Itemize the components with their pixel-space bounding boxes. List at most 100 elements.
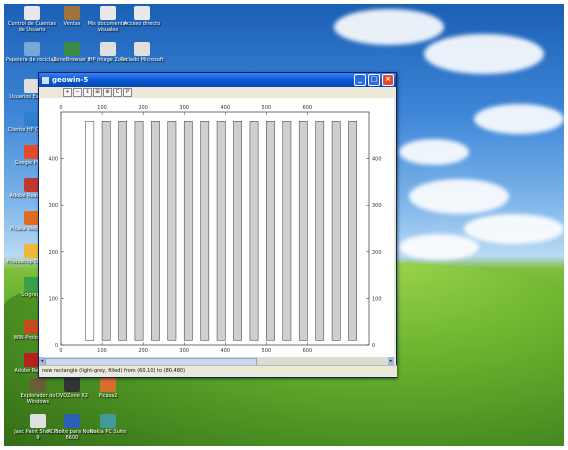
fit-button[interactable]: ↕ (83, 88, 92, 97)
bar (282, 121, 292, 341)
clear-button[interactable]: C (113, 88, 122, 97)
plot-area[interactable]: 0 0 100 100 200 200 300 300 400 400 500 500 600 600 0 0… (39, 98, 394, 357)
bar (315, 121, 325, 341)
desktop-icon-image (24, 211, 40, 225)
desktop-icon-image (24, 353, 40, 367)
maximize-button[interactable]: □ (368, 74, 380, 86)
cloud (474, 104, 564, 134)
desktop-icon-image (24, 112, 40, 126)
desktop-icon[interactable]: Acceso directo (116, 6, 168, 27)
desktop-icon-label: Control de Cuentas de Usuario (7, 21, 57, 33)
desktop-icon[interactable]: Jasc Paint Shop Pro 9 (12, 414, 64, 441)
y-tick-label-right: 200 (372, 250, 382, 256)
bar (298, 121, 308, 341)
bar (348, 121, 357, 341)
desktop: Control de Cuentas de Usuario Ventas Mis d… (4, 4, 564, 446)
desktop-icon-image (24, 145, 40, 159)
cloud (424, 34, 544, 74)
x-tick-label-top: 200 (138, 105, 148, 111)
desktop-icon[interactable]: Scigraph (6, 277, 58, 298)
desktop-icon-image (64, 378, 80, 392)
bar (151, 121, 160, 341)
desktop-icon-image (134, 42, 150, 56)
desktop-icon-image (30, 378, 46, 392)
desktop-icon-image (24, 178, 40, 192)
horizontal-scrollbar[interactable]: ◂ ▸ (39, 357, 394, 366)
desktop-icon-image (100, 42, 116, 56)
x-tick-label-bottom: 200 (138, 348, 148, 354)
y-tick-label-left: 400 (48, 157, 58, 163)
desktop-icon[interactable]: Explorador do Windows (12, 378, 64, 405)
desktop-icon-label: WIN-Prolog 4.6 (13, 335, 51, 341)
desktop-icon-label: Teclado Microsoft (120, 57, 164, 63)
cloud (399, 139, 469, 165)
window-title: geowin-5 (52, 76, 89, 84)
grid-button[interactable]: ⊞ (93, 88, 102, 97)
bar (331, 121, 341, 341)
scroll-left-arrow-icon[interactable]: ◂ (39, 357, 45, 365)
desktop-icon-label: DVDZone X2 (56, 393, 88, 399)
cloud (409, 179, 509, 214)
desktop-icon-label: Jasc Paint Shop Pro 9 (14, 429, 62, 441)
desktop-icon[interactable]: DVDZone X2 (46, 378, 98, 399)
desktop-icon[interactable]: Google Picasa (6, 145, 58, 166)
bar (101, 121, 111, 341)
window-titlebar[interactable]: geowin-5 _ □ × (39, 73, 396, 87)
y-tick-label-right: 0 (372, 343, 375, 349)
desktop-icon-image (100, 414, 116, 428)
y-tick-label-left: 300 (48, 203, 58, 209)
x-tick-label-bottom: 400 (220, 348, 230, 354)
print-button[interactable]: P (123, 88, 132, 97)
minimize-button[interactable]: _ (354, 74, 366, 86)
y-tick-label-right: 100 (372, 296, 382, 302)
y-tick-label-left: 100 (48, 296, 58, 302)
bar (134, 121, 144, 341)
cloud (399, 234, 479, 260)
desktop-icon[interactable]: Cliente HP Officejet (6, 112, 58, 133)
desktop-icon-label: Adobe Reader (14, 368, 50, 374)
window-toolbar: + − ↕ ⊞ ⊕ C P (39, 87, 396, 98)
desktop-icon-label: Acceso directo (123, 21, 161, 27)
y-tick-label-right: 400 (372, 157, 382, 163)
desktop-icon[interactable]: Usuarios Externos (6, 79, 58, 100)
desktop-icon[interactable]: Papelera de reciclaje (6, 42, 58, 63)
desktop-icon[interactable]: PC Suite para Nokia 6600 (46, 414, 98, 441)
desktop-icon[interactable]: Teclado Microsoft (116, 42, 168, 63)
cloud (334, 9, 444, 45)
bar (183, 121, 193, 341)
desktop-icon-label: Google Picasa (14, 160, 50, 166)
zoom-in-button[interactable]: + (63, 88, 72, 97)
x-tick-label-top: 500 (262, 105, 272, 111)
desktop-icon-label: Cliente HP Officejet (7, 127, 57, 133)
desktop-icon[interactable]: Adobe Reader (6, 353, 58, 374)
desktop-icon[interactable]: Mis documentos visuales (82, 6, 134, 33)
geowin-window[interactable]: geowin-5 _ □ × + − ↕ ⊞ ⊕ C P 0 0 100 100 200… (38, 72, 397, 378)
desktop-icon[interactable]: Photoshop Office OS (6, 244, 58, 265)
desktop-icon[interactable]: HP Image Zone (82, 42, 134, 63)
desktop-icon-image (24, 320, 40, 334)
desktop-icon[interactable]: Picasa Webalbum (6, 211, 58, 232)
desktop-icon[interactable]: Picasa2 (82, 378, 134, 399)
bar (216, 121, 226, 341)
desktop-icon-label: PC Suite para Nokia 6600 (47, 429, 97, 441)
scroll-right-arrow-icon[interactable]: ▸ (388, 357, 394, 365)
desktop-icon-image (24, 6, 40, 20)
y-tick-label-left: 0 (55, 343, 58, 349)
desktop-icon-label: Ventas (63, 21, 81, 27)
desktop-icon-label: Papelera de reciclaje (6, 57, 58, 63)
zoom-out-button[interactable]: − (73, 88, 82, 97)
center-button[interactable]: ⊕ (103, 88, 112, 97)
close-button[interactable]: × (382, 74, 394, 86)
app-icon (42, 76, 49, 84)
x-tick-label-top: 600 (303, 105, 313, 111)
desktop-icon[interactable]: Adobe Reader 7.0 (6, 178, 58, 199)
x-tick-label-top: 400 (220, 105, 230, 111)
desktop-icon[interactable]: Ventas (46, 6, 98, 27)
desktop-icon[interactable]: WIN-Prolog 4.6 (6, 320, 58, 341)
desktop-icon[interactable]: Control de Cuentas de Usuario (6, 6, 58, 33)
desktop-icon[interactable]: ZoneBrowser 6 (46, 42, 98, 63)
desktop-icon-image (100, 6, 116, 20)
x-tick-label-bottom: 100 (97, 348, 107, 354)
desktop-icon[interactable]: Nokia PC Suite (82, 414, 134, 435)
